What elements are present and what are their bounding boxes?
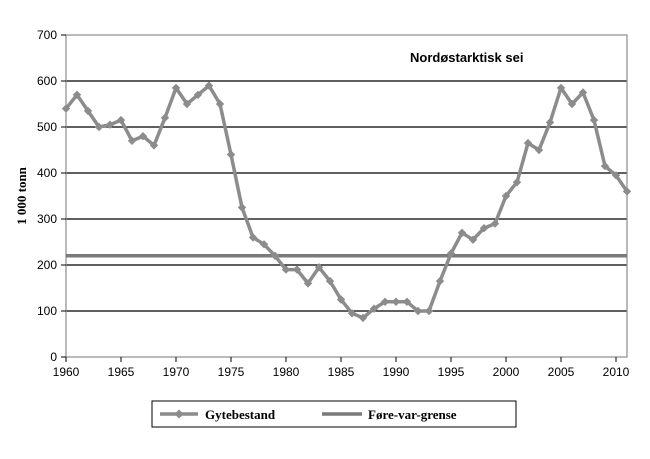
y-tick-label-0: 0 [50,350,57,364]
x-tick-label-1970: 1970 [163,365,190,379]
legend-label-gytebestand: Gytebestand [205,407,276,422]
x-tick-label-1985: 1985 [328,365,355,379]
data-point-1994 [435,276,445,286]
x-tick-label-1990: 1990 [383,365,410,379]
data-point-1981 [292,265,302,274]
x-tick-label-2010: 2010 [603,365,630,379]
data-point-1992 [413,306,423,316]
plot-frame [65,34,628,358]
data-point-1960 [61,104,71,113]
data-point-1996 [457,228,467,237]
series-line-gytebestand [64,83,629,320]
y-tick-label-500: 500 [37,120,57,134]
data-point-1974 [215,99,225,109]
x-tick-label-1995: 1995 [438,365,465,379]
data-point-2002 [523,138,533,148]
data-point-1982 [303,279,313,288]
data-point-1976 [237,203,247,212]
data-point-2010 [611,171,621,180]
x-axis-ticks: 1960 1965 1970 1975 1980 1985 1990 1995 2000 2005… [53,357,630,379]
data-point-1978 [259,240,269,249]
legend-marker-gytebestand [174,409,184,419]
data-point-2001 [512,178,522,187]
data-point-1983 [314,263,324,272]
data-point-1968 [149,141,159,150]
data-point-2006 [567,99,577,109]
y-tick-label-600: 600 [37,74,57,88]
x-tick-label-1975: 1975 [218,365,245,379]
legend: Gytebestand Føre-var-grense [151,400,517,428]
data-point-2009 [600,161,610,171]
data-point-1984 [325,276,335,286]
data-point-1972 [193,90,203,99]
data-point-1969 [160,113,170,122]
y-axis-ticks: 0 100 200 300 400 500 600 700 [37,28,66,364]
grid-lines [66,80,627,312]
data-point-2005 [556,83,566,93]
data-point-1973 [204,81,214,90]
y-tick-label-300: 300 [37,212,57,226]
y-axis-title: 1 000 tonn [14,166,29,225]
data-point-1990 [391,297,401,306]
data-point-1964 [105,120,115,129]
data-point-1989 [380,297,390,306]
x-tick-label-1965: 1965 [108,365,135,379]
data-point-1985 [336,295,346,304]
data-point-1995 [446,249,456,258]
legend-label-fore-var-grense: Føre-var-grense [368,407,457,422]
data-point-1971 [182,99,192,109]
x-tick-label-2000: 2000 [493,365,520,379]
data-point-1967 [138,132,148,141]
y-tick-label-400: 400 [37,166,57,180]
data-point-1980 [281,265,291,274]
data-point-1963 [94,122,104,132]
data-point-2008 [589,115,599,125]
data-point-1965 [116,115,126,125]
data-point-1998 [479,224,489,233]
x-tick-label-2005: 2005 [548,365,575,379]
data-point-1962 [83,106,93,116]
x-tick-label-1980: 1980 [273,365,300,379]
data-point-1970 [171,83,181,93]
data-point-1988 [369,304,379,313]
data-point-1977 [248,233,258,242]
y-tick-label-100: 100 [37,304,57,318]
data-point-1986 [347,309,357,318]
series-layer [61,81,632,323]
data-point-2007 [578,88,588,97]
data-point-1999 [490,219,500,228]
data-point-1966 [127,136,137,145]
data-point-2000 [501,191,511,201]
data-point-2004 [545,118,555,127]
data-point-1961 [72,90,82,99]
legend-items: Gytebestand Føre-var-grense [160,407,457,422]
data-point-1991 [402,297,412,306]
data-point-2003 [534,145,544,155]
data-point-1997 [468,235,478,244]
data-point-1975 [226,150,236,159]
chart-annotation: Nordøstarktisk sei [410,50,523,65]
data-point-1987 [358,313,368,323]
data-point-2011 [622,187,632,196]
y-tick-label-200: 200 [37,258,57,272]
x-tick-label-1960: 1960 [53,365,80,379]
data-point-1993 [424,306,434,316]
y-tick-label-700: 700 [37,28,57,42]
data-point-1979 [270,251,280,260]
